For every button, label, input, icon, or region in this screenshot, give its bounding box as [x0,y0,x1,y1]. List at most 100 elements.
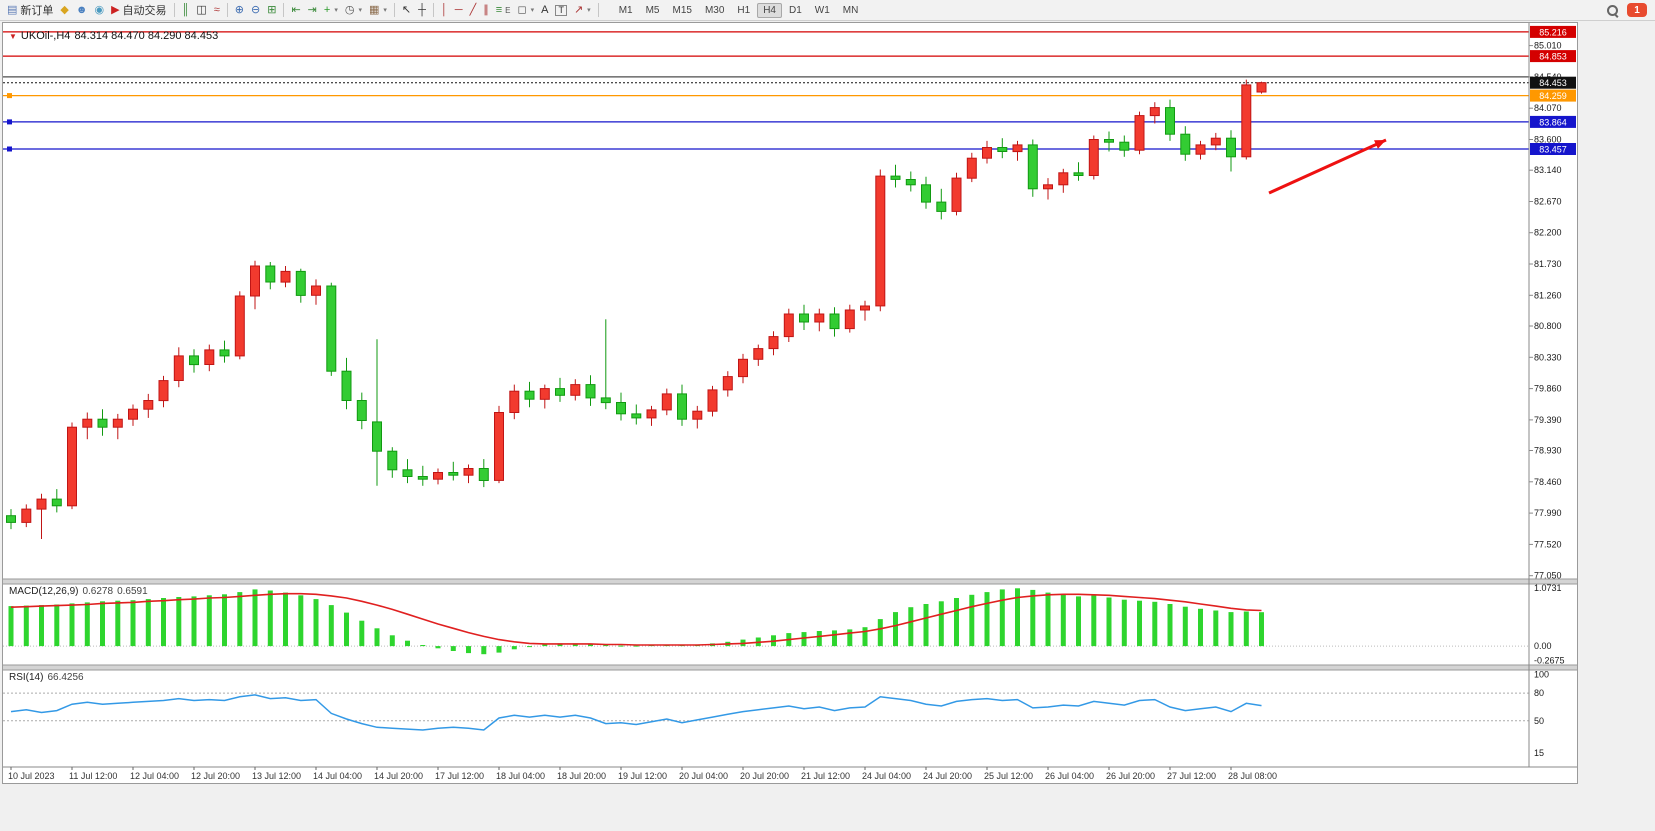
bar-chart-button[interactable]: ║ [179,1,193,19]
autotrading-button-label: 自动交易 [122,5,167,17]
svg-text:15: 15 [1534,748,1544,758]
chevron-down-icon: ▾ [530,7,535,14]
search-icon[interactable] [1606,4,1619,17]
svg-text:79.390: 79.390 [1534,415,1562,425]
svg-text:77.520: 77.520 [1534,539,1562,549]
svg-text:14 Jul 04:00: 14 Jul 04:00 [313,771,362,781]
chart-window: 85.01084.54084.07083.60083.14082.67082.2… [2,22,1578,784]
svg-text:18 Jul 04:00: 18 Jul 04:00 [496,771,545,781]
svg-text:12 Jul 20:00: 12 Jul 20:00 [191,771,240,781]
horizontal-line-button[interactable]: ─ [452,1,466,19]
svg-text:11 Jul 12:00: 11 Jul 12:00 [69,771,117,781]
timeframe-group: M1 M5 M15 M30 H1 H4 D1 W1 MN [613,2,865,18]
svg-text:84.853: 84.853 [1539,52,1567,62]
ohlc-values: 84.314 84.470 84.290 84.453 [74,30,219,42]
chevron-down-icon: ▾ [587,7,591,14]
chart-canvas[interactable]: 85.01084.54084.07083.60083.14082.67082.2… [3,23,1577,788]
svg-text:84.259: 84.259 [1539,91,1567,101]
svg-text:21 Jul 12:00: 21 Jul 12:00 [801,771,850,781]
candlestick-chart-button[interactable]: ◫ [193,1,209,19]
community-icon-icon: ☻ [75,3,88,16]
timeframe-d1-button[interactable]: D1 [789,4,802,16]
line-chart-icon: ≈ [213,3,220,16]
svg-text:10 Jul 2023: 10 Jul 2023 [8,771,55,781]
svg-text:82.200: 82.200 [1534,228,1562,238]
chart-shift-button[interactable]: ⇥ [305,1,320,19]
svg-text:85.216: 85.216 [1539,27,1567,37]
rsi-indicator-label: RSI(14) 66.4256 [9,672,84,683]
crosshair-button[interactable]: ┼ [415,1,429,19]
timeframe-h4-button[interactable]: H4 [757,2,782,18]
add-indicator-button[interactable]: + ▾ [321,1,341,19]
timeframe-m30-button[interactable]: M30 [704,4,725,16]
timeframe-m1-button[interactable]: M1 [618,4,633,16]
chart-shift-icon: ⇥ [307,3,317,16]
svg-text:85.010: 85.010 [1534,41,1562,51]
fibonacci-icon: ≡ [495,3,503,16]
shapes-icon: ◻ [517,3,527,16]
one-click-trading-toggle[interactable]: ▼ [9,31,17,41]
svg-text:80: 80 [1534,688,1544,698]
notification-badge[interactable]: 1 [1627,3,1647,17]
line-chart-button[interactable]: ≈ [211,1,223,19]
toolbar-separator [393,3,395,17]
new-order-button-label: 新订单 [20,5,54,17]
fibonacci-button[interactable]: ≡ E [493,1,514,19]
text-button[interactable]: A [538,1,551,19]
svg-text:50: 50 [1534,716,1544,726]
template-button[interactable]: ▦ ▾ [366,1,390,19]
toolbar-separator [432,3,434,17]
fibonacci-button-suffix: E [505,5,511,15]
toolbar-separator [226,3,228,17]
svg-text:24 Jul 04:00: 24 Jul 04:00 [862,771,911,781]
period-icon: ◷ [344,3,355,16]
vertical-line-button[interactable]: │ [438,1,451,19]
tile-windows-button[interactable]: ⊞ [264,1,279,19]
crosshair-icon: ┼ [418,3,426,16]
svg-text:84.453: 84.453 [1539,78,1567,88]
toolbar-separator [283,3,285,17]
autotrading-button[interactable]: ▶ 自动交易 [108,1,169,19]
arrows-tool-button[interactable]: ↗ ▾ [571,1,594,19]
svg-text:84.070: 84.070 [1534,103,1562,113]
svg-text:-0.2675: -0.2675 [1534,656,1565,666]
timeframe-m15-button[interactable]: M15 [672,4,692,16]
trendline-icon: ╱ [469,3,477,16]
rsi-value: 66.4256 [47,672,84,683]
zoom-out-icon: ⊖ [251,3,261,16]
toolbar: ▤ 新订单 ◆ ☻ ◉ ▶ 自动交易 ║ ◫ ≈ ⊕ ⊖ ⊞ ⇤ ⇥ + ▾ ◷ ▾ ▦ ▾ ↖ ┼ │ ─ ╱ ∥ ≡ E ◻ ▾ A T ↗ ▾… [0,0,1655,21]
svg-text:79.860: 79.860 [1534,384,1562,394]
symbol-period-label: UKOil-,H4 [20,30,71,42]
template-icon: ▦ [368,3,380,16]
arrows-tool-icon: ↗ [573,3,584,16]
timeframe-w1-button[interactable]: W1 [814,4,830,16]
cursor-button[interactable]: ↖ [399,1,414,19]
channel-button[interactable]: ∥ [480,1,492,19]
period-button[interactable]: ◷ ▾ [342,1,365,19]
zoom-out-button[interactable]: ⊖ [248,1,263,19]
chart-header: ▼ UKOil-,H4 84.314 84.470 84.290 84.453 [9,30,218,42]
new-order-button[interactable]: ▤ 新订单 [4,1,56,19]
profiles-icon-button[interactable]: ◆ [57,1,71,19]
toolbar-separator [173,3,175,17]
timeframe-h1-button[interactable]: H1 [737,4,751,16]
shapes-button[interactable]: ◻ ▾ [514,1,537,19]
chevron-down-icon: ▾ [334,7,338,14]
svg-text:26 Jul 04:00: 26 Jul 04:00 [1045,771,1094,781]
sound-alert-icon-button[interactable]: ◉ [91,1,107,19]
zoom-in-button[interactable]: ⊕ [232,1,247,19]
svg-text:12 Jul 04:00: 12 Jul 04:00 [130,771,179,781]
toolbar-right: 1 [1606,3,1651,17]
timeframe-m5-button[interactable]: M5 [645,4,660,16]
community-icon-button[interactable]: ☻ [73,1,91,19]
auto-scroll-button[interactable]: ⇤ [288,1,303,19]
svg-text:80.330: 80.330 [1534,352,1562,362]
timeframe-mn-button[interactable]: MN [842,4,859,16]
trendline-button[interactable]: ╱ [467,1,480,19]
svg-text:83.600: 83.600 [1534,135,1562,145]
svg-text:81.730: 81.730 [1534,259,1562,269]
new-order-icon: ▤ [7,3,18,16]
svg-text:80.800: 80.800 [1534,321,1562,331]
svg-text:17 Jul 12:00: 17 Jul 12:00 [435,771,484,781]
text-label-button[interactable]: T [552,1,570,19]
